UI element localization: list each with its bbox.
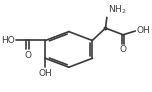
- Text: OH: OH: [136, 26, 150, 36]
- Text: O: O: [24, 51, 31, 60]
- Text: OH: OH: [38, 69, 52, 78]
- Text: O: O: [120, 45, 127, 54]
- Text: HO: HO: [1, 36, 15, 45]
- Text: NH$_2$: NH$_2$: [108, 4, 127, 16]
